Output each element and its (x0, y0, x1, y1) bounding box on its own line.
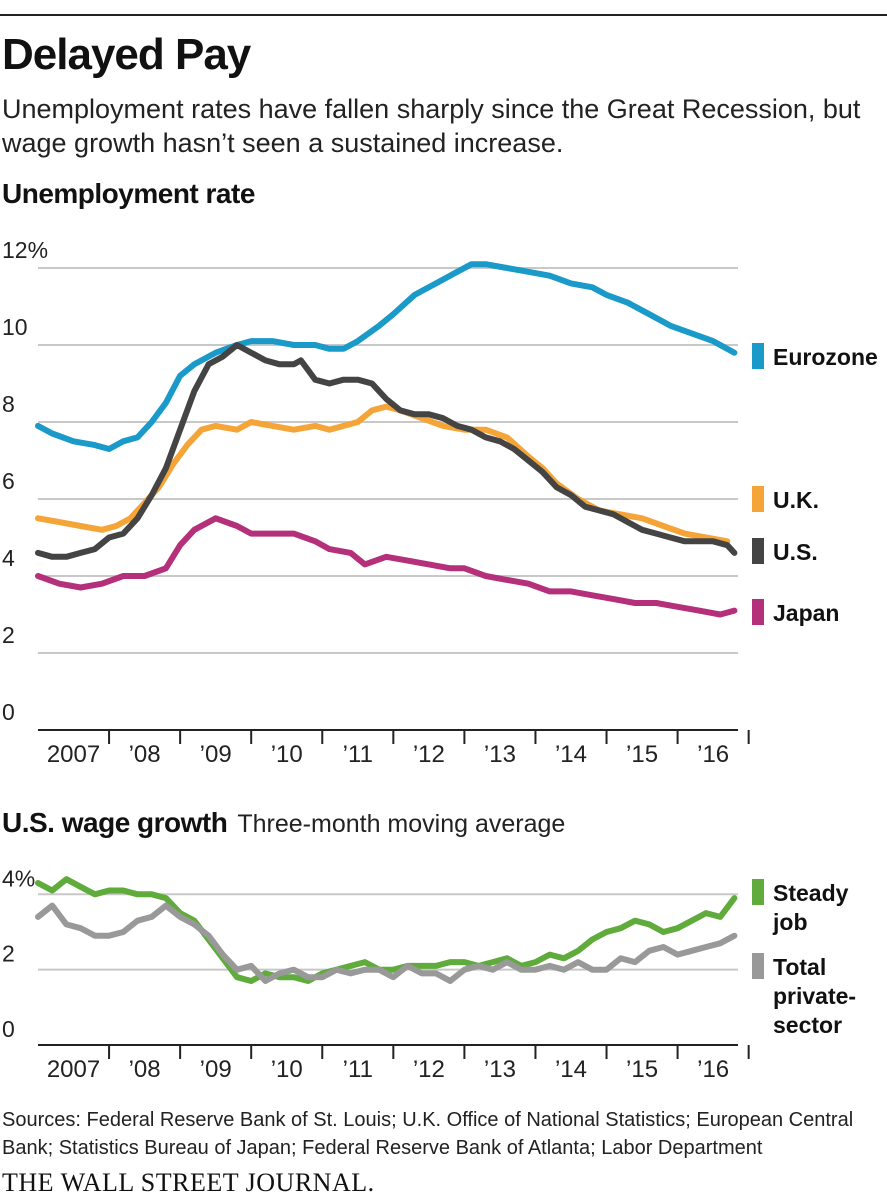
y-tick-label-2: 2 (2, 622, 15, 648)
x-tick-label-2013: ’13 (484, 741, 516, 768)
series-line-eurozone (35, 261, 738, 452)
unemployment-x-tick-labels: 2007 ’08 ’09 ’10 ’11 ’12 ’13 ’14 ’15 ’16 (47, 741, 729, 768)
wage-legend: Steady job Total private-sector (752, 879, 856, 1038)
x-tick-label-2016: ’16 (697, 741, 729, 768)
x-tick-label-2015: ’15 (626, 1056, 658, 1083)
x-tick-label-2015: ’15 (626, 741, 658, 768)
unemployment-section-title: Unemployment rate (2, 178, 255, 209)
legend-swatch-japan (752, 599, 764, 625)
y-tick-label-4: 4 (2, 545, 15, 571)
legend-label-u-s: U.S. (773, 539, 818, 565)
x-tick-label-2007: 2007 (47, 1056, 100, 1083)
unemployment-series (35, 261, 738, 618)
unemployment-x-axis (38, 729, 750, 744)
wage-growth-chart: 0 2 4% 2007 ’08 ’09 ’10 ’11 ’12 ’13 ’14 ’15 ’16 Ste… (2, 865, 856, 1083)
legend-swatch-u-k (752, 486, 764, 512)
series-line-u-s (35, 342, 738, 560)
chart-subtitle: Unemployment rates have fallen sharply s… (2, 94, 861, 158)
x-tick-label-2012: ’12 (413, 1056, 445, 1083)
legend-swatch-steady-job (752, 879, 764, 905)
y-tick-label-12: 12% (2, 237, 48, 263)
y-tick-label-0: 0 (2, 1016, 15, 1042)
x-tick-label-2009: ’09 (200, 741, 232, 768)
unemployment-legend: Eurozone U.K. U.S. Japan (752, 343, 878, 626)
legend-label-eurozone: Eurozone (773, 344, 878, 370)
wage-gridlines (38, 893, 738, 971)
series-line-japan (35, 515, 738, 618)
y-tick-label-10: 10 (2, 314, 28, 340)
wage-series (35, 876, 738, 984)
legend-label-total-private-sector-line-3: sector (773, 1012, 842, 1038)
series-line-total-private-sector (35, 902, 738, 984)
x-tick-label-2016: ’16 (697, 1056, 729, 1083)
series-line-steady-job (35, 876, 738, 984)
x-tick-label-2010: ’10 (271, 741, 303, 768)
wage-y-tick-labels: 0 2 4% (2, 865, 35, 1042)
x-tick-label-2007: 2007 (47, 741, 100, 768)
chart-title: Delayed Pay (2, 30, 251, 79)
legend-label-u-k: U.K. (773, 487, 819, 513)
x-tick-label-2013: ’13 (484, 1056, 516, 1083)
sources-note: Sources: Federal Reserve Bank of St. Lou… (2, 1109, 854, 1159)
legend-label-steady-job-line-1: Steady (773, 880, 849, 906)
x-tick-label-2011: ’11 (343, 1056, 373, 1083)
y-tick-label-2: 2 (2, 941, 15, 967)
wage-x-tick-labels: 2007 ’08 ’09 ’10 ’11 ’12 ’13 ’14 ’15 ’16 (47, 1056, 729, 1083)
top-rule (0, 14, 887, 16)
legend-swatch-eurozone (752, 343, 764, 369)
legend-label-steady-job-line-2: job (772, 909, 808, 935)
y-tick-label-8: 8 (2, 391, 15, 417)
wage-title: U.S. wage growth (2, 807, 228, 838)
x-tick-label-2010: ’10 (271, 1056, 303, 1083)
x-tick-label-2014: ’14 (555, 1056, 587, 1083)
legend-label-total-private-sector-line-1: Total (773, 954, 826, 980)
x-tick-label-2008: ’08 (129, 741, 161, 768)
legend-swatch-u-s (752, 538, 764, 564)
y-tick-label-0: 0 (2, 699, 15, 725)
wage-section-title: U.S. wage growth Three-month moving avera… (2, 807, 565, 839)
x-tick-label-2009: ’09 (200, 1056, 232, 1083)
x-tick-label-2012: ’12 (413, 741, 445, 768)
unemployment-y-tick-labels: 0 2 4 6 8 10 12% (2, 237, 48, 725)
legend-label-japan: Japan (773, 600, 839, 626)
wage-subtitle: Three-month moving average (237, 810, 566, 838)
y-tick-label-4: 4% (2, 865, 35, 891)
x-tick-label-2011: ’11 (343, 741, 373, 768)
wage-x-axis (38, 1044, 750, 1059)
y-tick-label-6: 6 (2, 468, 15, 494)
unemployment-gridlines (38, 267, 738, 654)
x-tick-label-2014: ’14 (555, 741, 587, 768)
legend-swatch-total-private-sector (752, 953, 764, 979)
unemployment-chart: 0 2 4 6 8 10 12% 2007 ’08 ’09 ’10 ’11 ’12 ’13 ’14 ’15 ’… (2, 237, 878, 768)
x-tick-label-2008: ’08 (129, 1056, 161, 1083)
wsj-logo: THE WALL STREET JOURNAL. (2, 1168, 375, 1197)
legend-label-total-private-sector-line-2: private- (773, 983, 856, 1009)
